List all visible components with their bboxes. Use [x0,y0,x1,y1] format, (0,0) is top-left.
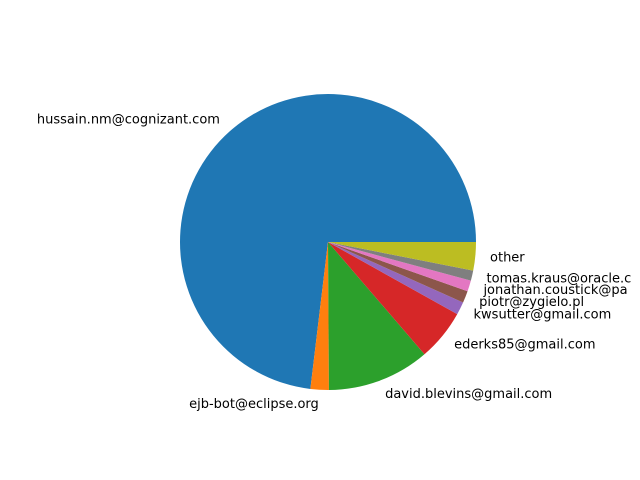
pie-label-8: other [490,250,525,265]
pie-slice-6 [328,242,471,292]
pie-label-2: david.blevins@gmail.com [385,387,552,402]
pie-slice-0 [180,94,476,389]
pie-slice-3 [328,242,458,355]
pie-label-1: ejb-bot@eclipse.org [189,397,319,412]
pie-label-0: hussain.nm@cognizant.com [37,113,220,128]
pie-slices [180,94,476,390]
pie-slice-1 [310,242,329,390]
pie-slice-7 [328,242,474,281]
pie-label-6: jonathan.coustick@pa [482,283,627,298]
pie-label-3: ederks85@gmail.com [454,337,595,352]
pie-slice-8 [328,242,476,271]
pie-label-4: kwsutter@gmail.com [474,307,612,322]
pie-slice-5 [328,242,468,303]
pie-slice-2 [328,242,425,390]
pie-label-5: piotr@zygielo.pl [479,295,584,310]
pie-labels: hussain.nm@cognizant.com ejb-bot@eclipse.… [37,113,631,412]
pie-slice-4 [328,242,464,315]
pie-label-7: tomas.kraus@oracle.c [487,272,632,287]
